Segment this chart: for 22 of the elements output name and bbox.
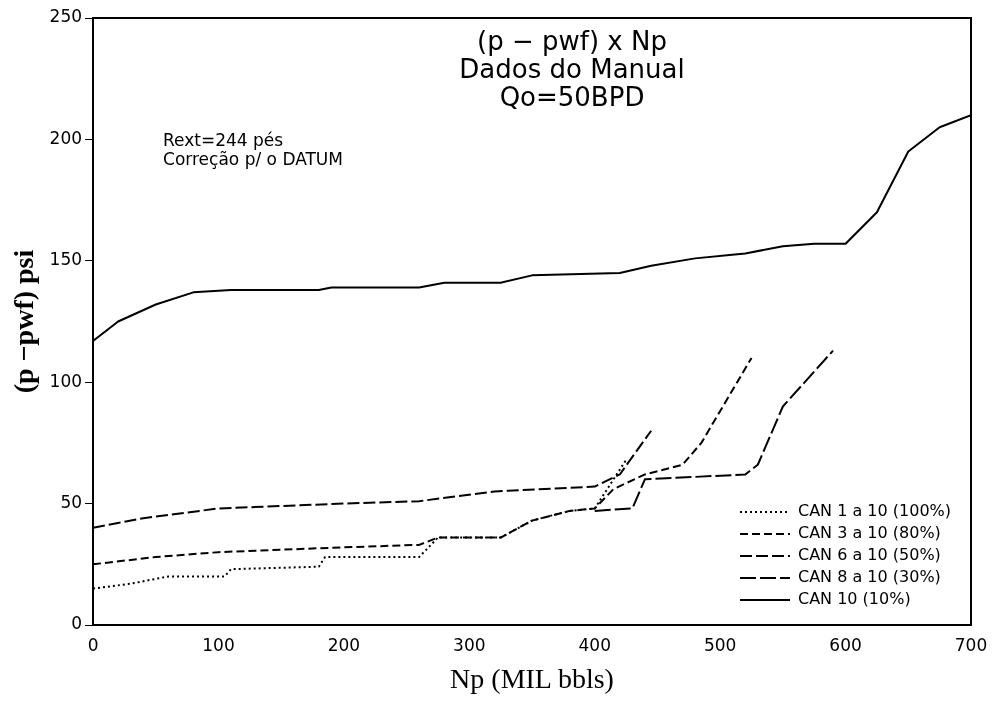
x-tick-label: 400 xyxy=(578,634,611,655)
x-tick-label: 700 xyxy=(954,634,988,655)
legend-label: CAN 6 a 10 (50%) xyxy=(798,545,941,565)
x-tick-label: 600 xyxy=(829,634,862,655)
legend-label: CAN 8 a 10 (30%) xyxy=(798,567,941,587)
x-tick-label: 200 xyxy=(327,634,361,655)
y-axis-title: (p −pwf) psi xyxy=(8,249,40,394)
y-tick-label: 250 xyxy=(49,6,83,27)
x-tick-label: 500 xyxy=(703,634,737,655)
x-axis-title: Np (MIL bbls) xyxy=(450,662,614,694)
y-tick-label: 0 xyxy=(71,613,83,634)
y-tick-label: 50 xyxy=(60,492,83,513)
y-tick-label: 100 xyxy=(49,370,83,391)
y-tick-label: 150 xyxy=(49,249,83,270)
annotation: Rext=244 pés Correção p/ o DATUM xyxy=(163,129,343,169)
y-tick-label: 200 xyxy=(49,127,83,148)
x-tick-label: 0 xyxy=(87,634,99,655)
legend-label: CAN 3 a 10 (80%) xyxy=(798,523,941,543)
legend-label: CAN 10 (10%) xyxy=(798,589,911,609)
legend-label: CAN 1 a 10 (100%) xyxy=(798,501,951,521)
x-tick-label: 300 xyxy=(453,634,486,655)
x-tick-label: 100 xyxy=(202,634,235,655)
